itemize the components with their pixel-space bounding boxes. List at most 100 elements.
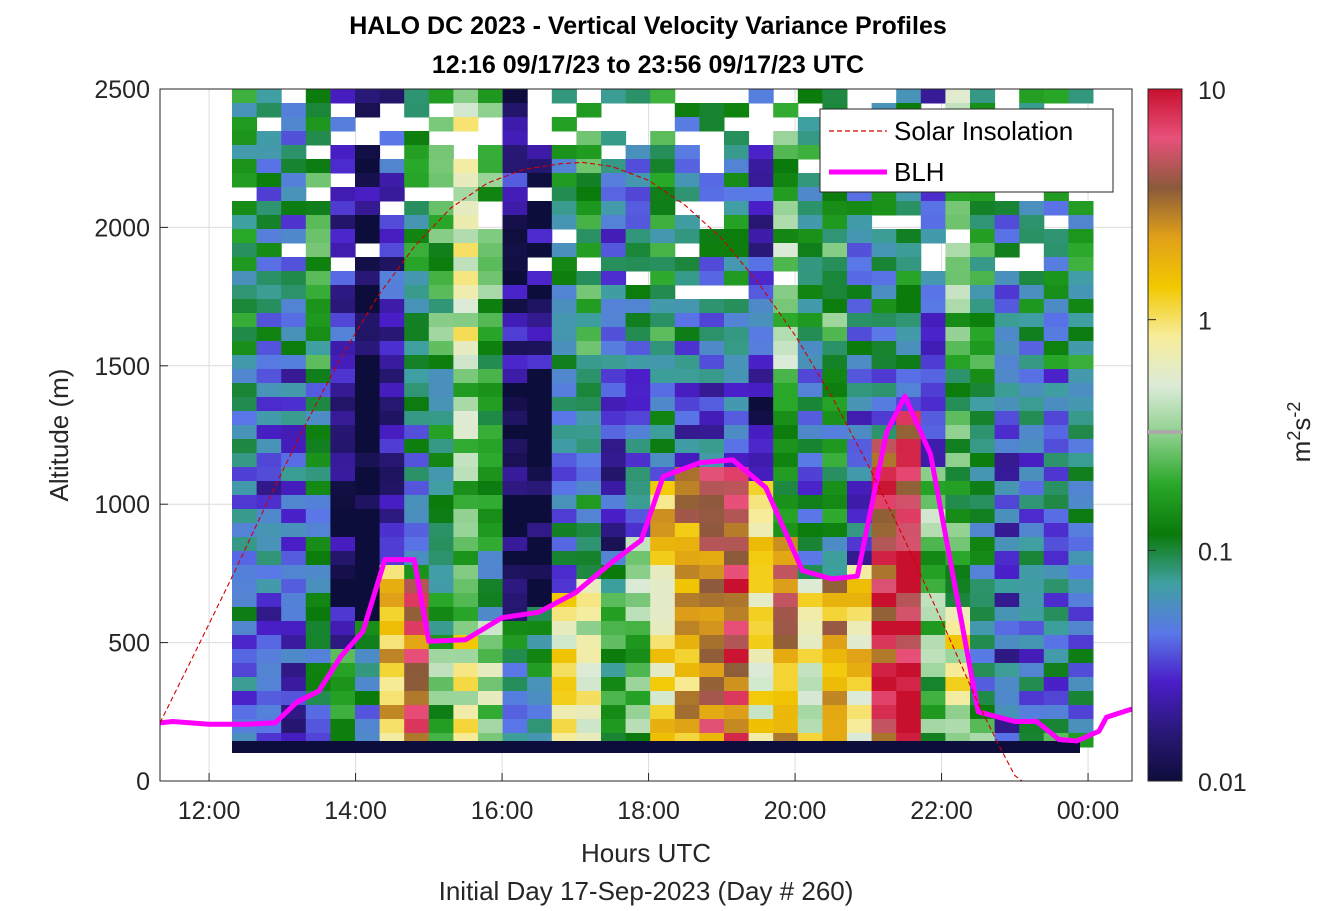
heatmap-cell	[773, 565, 799, 580]
heatmap-cell	[674, 173, 700, 188]
heatmap-cell	[945, 453, 971, 468]
heatmap-cell	[428, 719, 454, 734]
heatmap-cell	[551, 523, 577, 538]
colorbar-tick-label: 0.1	[1198, 538, 1233, 566]
heatmap-cell	[379, 425, 405, 440]
heatmap-cell	[674, 411, 700, 426]
heatmap-cell	[281, 327, 307, 342]
heatmap-cell	[453, 495, 479, 510]
heatmap-cell	[748, 243, 774, 258]
heatmap-cell	[773, 425, 799, 440]
heatmap-cell	[527, 215, 553, 230]
series-lines	[159, 161, 1133, 782]
heatmap-cell	[1068, 383, 1094, 398]
heatmap-cell	[502, 523, 528, 538]
heatmap-cell	[502, 215, 528, 230]
heatmap-cell	[871, 537, 897, 552]
x-tick-label: 16:00	[471, 797, 534, 825]
heatmap-cell	[330, 621, 356, 636]
heatmap-cell	[1019, 523, 1045, 538]
heatmap-cell	[748, 159, 774, 174]
heatmap-cell	[896, 705, 922, 720]
heatmap-cell	[920, 523, 946, 538]
heatmap-cell	[379, 705, 405, 720]
heatmap-cell	[379, 187, 405, 202]
heatmap-cell	[773, 173, 799, 188]
heatmap-cell	[1068, 229, 1094, 244]
heatmap-cell	[847, 369, 873, 384]
heatmap-cell	[1068, 397, 1094, 412]
heatmap-cell	[1019, 467, 1045, 482]
heatmap-cell	[256, 341, 282, 356]
heatmap-cell	[625, 453, 651, 468]
heatmap-cell	[428, 649, 454, 664]
heatmap-cell	[355, 705, 381, 720]
heatmap-cell	[724, 187, 750, 202]
heatmap-cell	[748, 187, 774, 202]
heatmap-cell	[1068, 453, 1094, 468]
heatmap-cell	[453, 229, 479, 244]
heatmap-cell	[699, 691, 725, 706]
heatmap-cell	[970, 397, 996, 412]
heatmap-cell	[527, 509, 553, 524]
heatmap-cell	[428, 201, 454, 216]
heatmap-cell	[502, 117, 528, 132]
heatmap-cell	[994, 285, 1020, 300]
heatmap-cell	[428, 397, 454, 412]
heatmap-cell	[773, 313, 799, 328]
heatmap-cell	[355, 327, 381, 342]
heatmap-cell	[232, 243, 258, 258]
heatmap-cell	[920, 621, 946, 636]
heatmap-cell	[305, 89, 331, 104]
heatmap-cell	[847, 285, 873, 300]
heatmap-cell	[699, 355, 725, 370]
heatmap-cell	[625, 691, 651, 706]
heatmap-cell	[527, 719, 553, 734]
heatmap-cell	[281, 355, 307, 370]
heatmap-cell	[502, 509, 528, 524]
heatmap-cell	[822, 621, 848, 636]
heatmap-cell	[945, 341, 971, 356]
heatmap-cell	[478, 285, 504, 300]
heatmap-cell	[625, 509, 651, 524]
heatmap-cell	[576, 537, 602, 552]
heatmap-cell	[478, 187, 504, 202]
heatmap-cell	[970, 537, 996, 552]
heatmap-cell	[773, 383, 799, 398]
heatmap-cell	[896, 229, 922, 244]
heatmap-cell	[305, 397, 331, 412]
heatmap-cell	[871, 691, 897, 706]
heatmap-cell	[1043, 467, 1069, 482]
heatmap-cell	[748, 369, 774, 384]
heatmap-cell	[625, 313, 651, 328]
heatmap-cell	[896, 467, 922, 482]
heatmap-cell	[428, 523, 454, 538]
heatmap-cell	[232, 369, 258, 384]
heatmap-cell	[699, 369, 725, 384]
heatmap-cell	[871, 677, 897, 692]
heatmap-cell	[1068, 607, 1094, 622]
heatmap-cell	[625, 705, 651, 720]
heatmap-cell	[847, 635, 873, 650]
heatmap-cell	[822, 215, 848, 230]
heatmap-cell	[379, 313, 405, 328]
heatmap-cell	[428, 313, 454, 328]
heatmap-cell	[896, 663, 922, 678]
heatmap-cell	[527, 327, 553, 342]
heatmap-cell	[256, 173, 282, 188]
heatmap-cell	[773, 607, 799, 622]
heatmap-cell	[502, 257, 528, 272]
heatmap-cell	[625, 607, 651, 622]
heatmap-cell	[847, 243, 873, 258]
heatmap-cell	[428, 243, 454, 258]
heatmap-cell	[232, 257, 258, 272]
heatmap-cell	[281, 677, 307, 692]
heatmap-cell	[847, 481, 873, 496]
heatmap-cell	[699, 509, 725, 524]
heatmap-cell	[502, 285, 528, 300]
heatmap-cell	[232, 299, 258, 314]
heatmap-cell	[330, 271, 356, 286]
heatmap-cell	[625, 215, 651, 230]
heatmap-cell	[576, 341, 602, 356]
